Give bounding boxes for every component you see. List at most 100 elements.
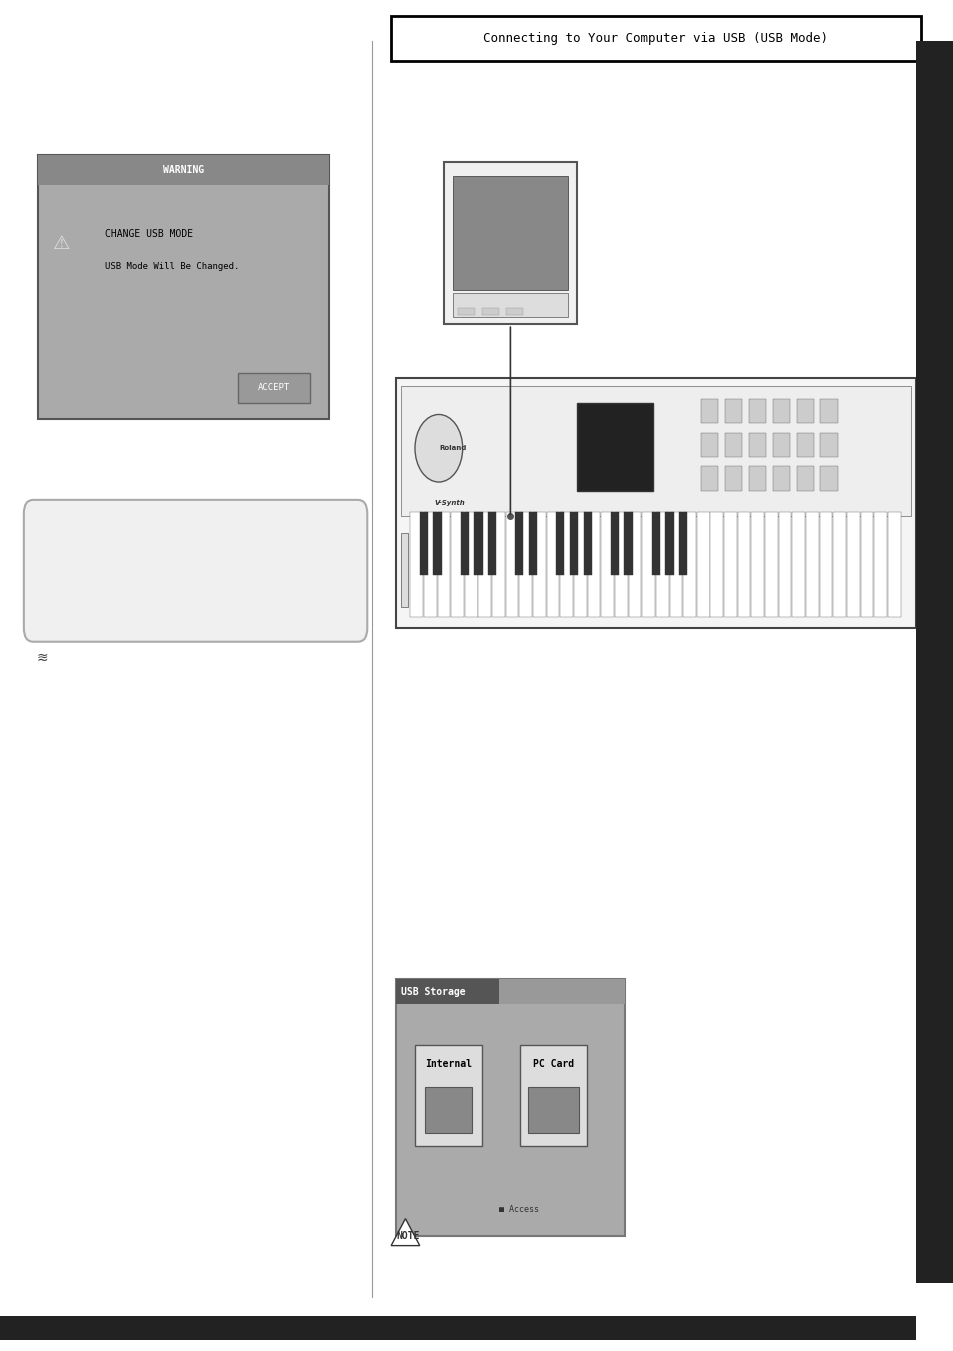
Bar bbox=[651, 512, 659, 576]
Circle shape bbox=[415, 415, 462, 482]
Bar bbox=[395, 979, 498, 1004]
Bar bbox=[533, 512, 545, 617]
Bar bbox=[569, 512, 578, 576]
Bar bbox=[528, 512, 537, 576]
Bar bbox=[400, 534, 408, 607]
Bar bbox=[546, 512, 558, 617]
Bar bbox=[628, 512, 640, 617]
Bar bbox=[796, 466, 813, 490]
Bar bbox=[460, 512, 469, 576]
Bar bbox=[624, 512, 632, 576]
Bar bbox=[481, 308, 498, 315]
Bar bbox=[700, 466, 718, 490]
Bar bbox=[772, 399, 789, 423]
Bar bbox=[764, 512, 777, 617]
Bar bbox=[453, 176, 567, 290]
Bar bbox=[819, 512, 831, 617]
Bar bbox=[505, 308, 522, 315]
Bar bbox=[577, 403, 653, 490]
Bar bbox=[696, 512, 709, 617]
Bar bbox=[772, 466, 789, 490]
Bar bbox=[457, 308, 475, 315]
Bar bbox=[748, 432, 765, 457]
Text: Connecting to Your Computer via USB (USB Mode): Connecting to Your Computer via USB (USB… bbox=[483, 32, 827, 45]
Bar bbox=[832, 512, 845, 617]
Bar bbox=[820, 432, 837, 457]
Bar bbox=[792, 512, 804, 617]
Bar bbox=[419, 512, 428, 576]
Bar bbox=[600, 512, 614, 617]
Bar bbox=[700, 432, 718, 457]
Bar bbox=[846, 512, 859, 617]
Text: WARNING: WARNING bbox=[163, 165, 204, 176]
Bar bbox=[587, 512, 599, 617]
Bar bbox=[443, 162, 577, 324]
Bar bbox=[424, 1088, 472, 1132]
Bar bbox=[559, 512, 573, 617]
Bar bbox=[433, 512, 441, 576]
Bar bbox=[519, 1046, 586, 1146]
Bar bbox=[464, 512, 477, 617]
Bar bbox=[772, 432, 789, 457]
FancyBboxPatch shape bbox=[391, 16, 920, 61]
Text: PC Card: PC Card bbox=[532, 1059, 574, 1069]
Bar bbox=[679, 512, 686, 576]
Bar bbox=[805, 512, 818, 617]
Bar bbox=[682, 512, 695, 617]
Bar bbox=[505, 512, 517, 617]
Bar bbox=[796, 399, 813, 423]
Bar bbox=[778, 512, 791, 617]
Bar bbox=[437, 512, 450, 617]
Bar bbox=[238, 373, 310, 403]
Bar bbox=[860, 512, 872, 617]
Bar bbox=[556, 512, 564, 576]
Bar bbox=[415, 1046, 481, 1146]
Text: CHANGE USB MODE: CHANGE USB MODE bbox=[105, 228, 193, 239]
Bar bbox=[574, 512, 586, 617]
Bar bbox=[38, 155, 329, 185]
FancyBboxPatch shape bbox=[24, 500, 367, 642]
Bar bbox=[395, 979, 624, 1236]
Bar bbox=[820, 466, 837, 490]
Bar bbox=[748, 399, 765, 423]
Bar bbox=[488, 512, 496, 576]
Text: ≋: ≋ bbox=[36, 651, 48, 665]
Bar bbox=[700, 399, 718, 423]
Bar bbox=[710, 512, 722, 617]
Bar bbox=[724, 432, 741, 457]
Text: V-Synth: V-Synth bbox=[434, 500, 464, 507]
Bar bbox=[583, 512, 591, 576]
Bar bbox=[515, 512, 523, 576]
Bar bbox=[724, 466, 741, 490]
Bar bbox=[820, 399, 837, 423]
Bar bbox=[498, 979, 624, 1004]
Bar bbox=[518, 512, 532, 617]
Bar bbox=[478, 512, 491, 617]
Bar bbox=[395, 378, 915, 628]
Bar bbox=[474, 512, 482, 576]
Bar bbox=[0, 1316, 915, 1340]
Bar bbox=[915, 41, 953, 1283]
Bar bbox=[724, 399, 741, 423]
Bar bbox=[751, 512, 763, 617]
Text: ⚠: ⚠ bbox=[53, 234, 71, 253]
Text: USB Storage: USB Storage bbox=[400, 986, 465, 997]
Bar bbox=[615, 512, 627, 617]
Bar bbox=[492, 512, 504, 617]
Text: USB Mode Will Be Changed.: USB Mode Will Be Changed. bbox=[105, 262, 239, 270]
Bar bbox=[400, 386, 910, 516]
Text: Internal: Internal bbox=[424, 1059, 472, 1069]
Bar bbox=[410, 512, 422, 617]
Bar bbox=[423, 512, 436, 617]
Bar bbox=[655, 512, 668, 617]
Bar bbox=[723, 512, 736, 617]
Text: ACCEPT: ACCEPT bbox=[258, 384, 290, 392]
Bar bbox=[887, 512, 900, 617]
Bar bbox=[748, 466, 765, 490]
Bar bbox=[527, 1088, 578, 1132]
Text: NOTE: NOTE bbox=[395, 1231, 419, 1242]
Bar bbox=[453, 293, 567, 317]
Bar bbox=[737, 512, 750, 617]
Text: ■ Access: ■ Access bbox=[498, 1205, 538, 1213]
Bar bbox=[796, 432, 813, 457]
